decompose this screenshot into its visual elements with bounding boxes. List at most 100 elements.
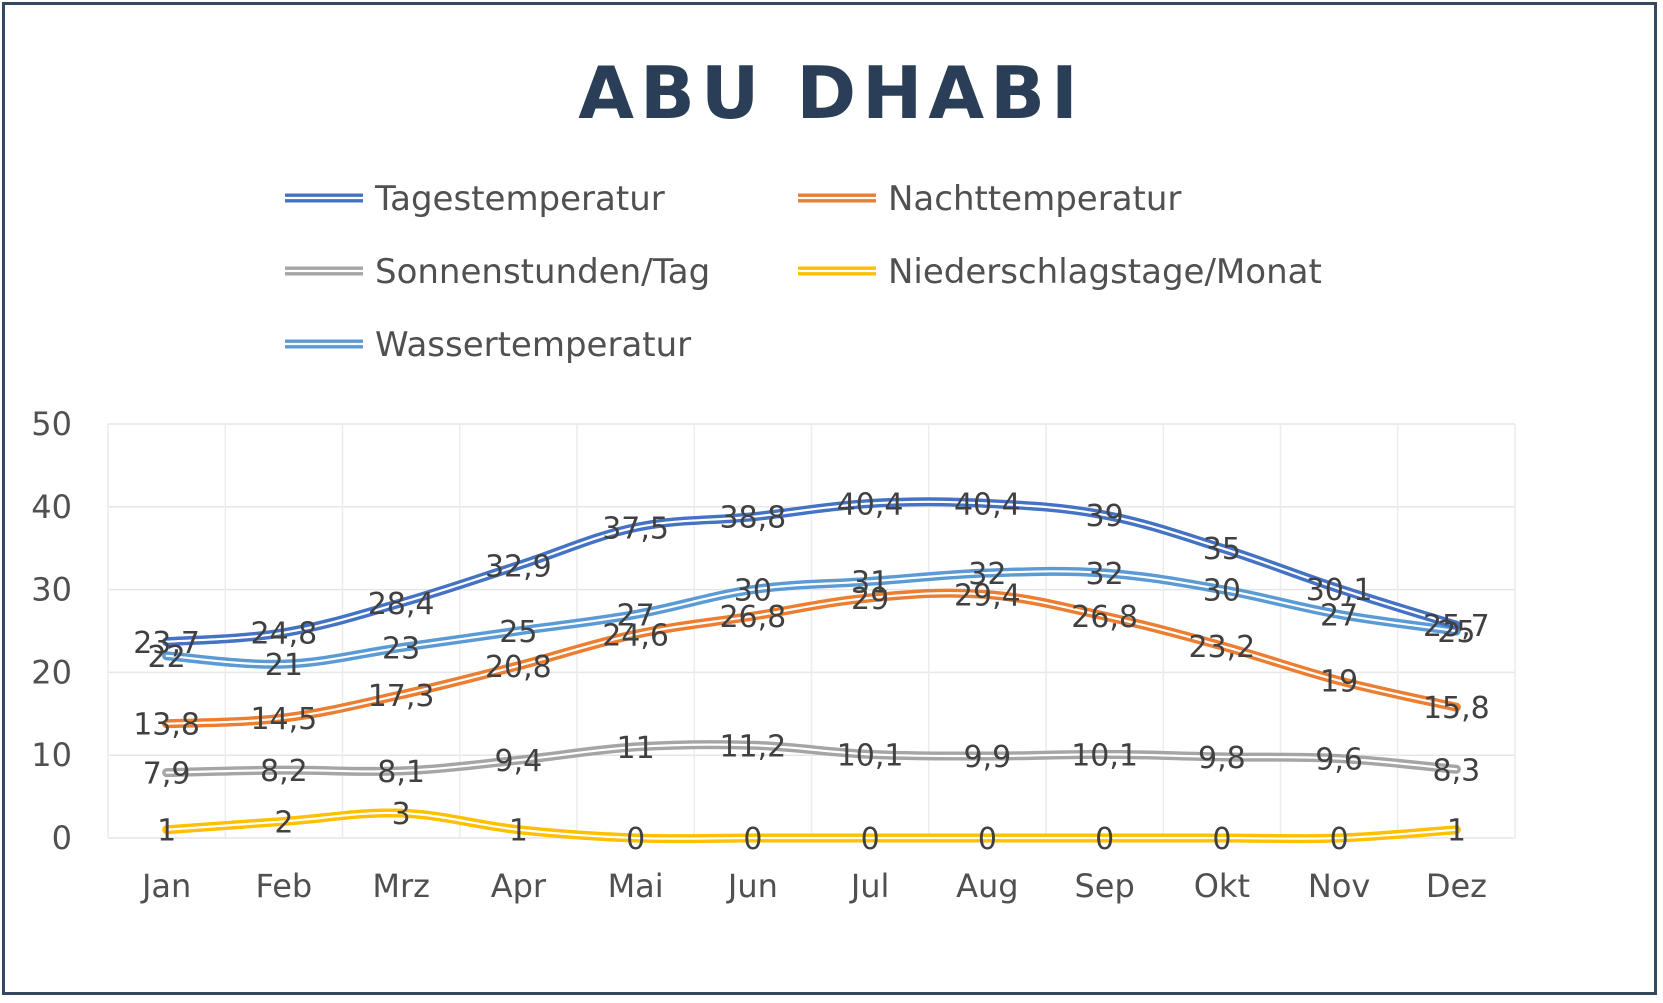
x-axis: Jan Feb Mrz Apr Mai Jun Jul Aug Sep Okt Nov Dez (140, 867, 1487, 905)
series-line-core-niederschlagstage-monat (165, 811, 1458, 840)
x-tick-label-jan: Jan (140, 867, 191, 905)
data-label-nachttemperatur: 29 (851, 582, 889, 617)
x-tick-label-apr: Apr (491, 867, 547, 905)
data-label-sonnenstunden-tag: 10,1 (1071, 738, 1138, 773)
data-label-tagestemperatur: 32,9 (485, 550, 552, 585)
data-label-niederschlagstage-monat: 0 (626, 822, 645, 857)
x-tick-label-mai: Mai (608, 867, 664, 905)
data-label-wassertemperatur: 32 (1086, 557, 1124, 592)
data-label-wassertemperatur: 27 (617, 598, 655, 633)
data-label-wassertemperatur: 21 (265, 648, 303, 683)
data-label-sonnenstunden-tag: 8,1 (377, 755, 425, 790)
series-niederschlagstage-monat (162, 808, 1461, 844)
data-label-tagestemperatur: 25,7 (1423, 609, 1490, 644)
y-tick-label: 10 (31, 736, 72, 774)
data-label-tagestemperatur: 39 (1086, 499, 1124, 534)
data-label-nachttemperatur: 13,8 (133, 708, 200, 743)
data-label-niederschlagstage-monat: 0 (743, 822, 762, 857)
y-axis: 0 10 20 30 40 50 (31, 405, 72, 857)
data-label-nachttemperatur: 24,6 (602, 618, 669, 653)
data-label-tagestemperatur: 35 (1203, 532, 1241, 567)
data-label-nachttemperatur: 26,8 (1071, 600, 1138, 635)
legend-item-sonnenstunden-tag: Sonnenstunden/Tag (285, 252, 710, 292)
data-label-sonnenstunden-tag: 9,4 (495, 744, 543, 779)
series-tagestemperatur (162, 497, 1461, 647)
data-label-sonnenstunden-tag: 9,6 (1315, 743, 1363, 778)
data-label-tagestemperatur: 23,7 (133, 626, 200, 661)
series-sonnenstunden-tag (162, 739, 1461, 778)
data-label-tagestemperatur: 24,8 (250, 617, 317, 652)
data-label-tagestemperatur: 40,4 (954, 487, 1021, 522)
x-tick-label-feb: Feb (256, 867, 313, 905)
data-label-nachttemperatur: 23,2 (1188, 630, 1255, 665)
series-nachttemperatur (162, 588, 1461, 729)
series-line-core-tagestemperatur (165, 500, 1458, 643)
data-label-niederschlagstage-monat: 0 (978, 822, 997, 857)
data-label-tagestemperatur: 38,8 (719, 501, 786, 536)
data-label-nachttemperatur: 29,4 (954, 579, 1021, 614)
x-tick-label-sep: Sep (1074, 867, 1134, 905)
legend-label: Niederschlagstage/Monat (888, 252, 1322, 292)
data-label-niederschlagstage-monat: 0 (1212, 822, 1231, 857)
legend-label: Tagestemperatur (374, 179, 665, 219)
series-lines (162, 497, 1461, 844)
data-label-wassertemperatur: 30 (734, 574, 772, 609)
data-label-wassertemperatur: 30 (1203, 574, 1241, 609)
data-label-wassertemperatur: 23 (382, 632, 420, 667)
y-tick-label: 40 (31, 488, 72, 526)
data-label-niederschlagstage-monat: 1 (157, 814, 176, 849)
data-label-sonnenstunden-tag: 10,1 (837, 738, 904, 773)
y-tick-label: 50 (31, 405, 72, 443)
data-label-sonnenstunden-tag: 7,9 (143, 757, 191, 792)
legend-label: Wassertemperatur (375, 325, 691, 365)
x-tick-label-mrz: Mrz (372, 867, 430, 905)
data-label-nachttemperatur: 26,8 (719, 600, 786, 635)
data-label-wassertemperatur: 25 (1437, 615, 1475, 650)
data-label-nachttemperatur: 14,5 (250, 702, 317, 737)
x-tick-label-nov: Nov (1308, 867, 1370, 905)
data-label-tagestemperatur: 40,4 (837, 487, 904, 522)
series-line-core-sonnenstunden-tag (165, 743, 1458, 774)
data-label-nachttemperatur: 19 (1320, 665, 1358, 700)
data-label-wassertemperatur: 31 (851, 565, 889, 600)
data-label-niederschlagstage-monat: 3 (392, 797, 411, 832)
data-label-nachttemperatur: 20,8 (485, 650, 552, 685)
x-tick-label-aug: Aug (956, 867, 1018, 905)
series-wassertemperatur (162, 566, 1461, 669)
data-label-sonnenstunden-tag: 11,2 (719, 729, 786, 764)
x-tick-label-jul: Jul (849, 867, 890, 905)
data-label-nachttemperatur: 17,3 (368, 679, 435, 714)
data-label-niederschlagstage-monat: 1 (509, 814, 528, 849)
data-label-sonnenstunden-tag: 8,2 (260, 754, 308, 789)
data-label-wassertemperatur: 22 (148, 640, 186, 675)
data-labels: 23,7 24,8 28,4 32,9 37,5 38,8 40,4 40,4 39 35 30,1… (133, 487, 1490, 857)
data-label-niederschlagstage-monat: 0 (861, 822, 880, 857)
data-label-niederschlagstage-monat: 0 (1330, 822, 1349, 857)
data-label-niederschlagstage-monat: 2 (274, 805, 293, 840)
x-tick-label-jun: Jun (726, 867, 778, 905)
legend-item-wassertemperatur: Wassertemperatur (285, 325, 691, 365)
data-label-tagestemperatur: 30,1 (1306, 573, 1373, 608)
series-line-core-wassertemperatur (165, 570, 1458, 666)
legend-item-tagestemperatur: Tagestemperatur (285, 179, 665, 219)
data-label-wassertemperatur: 25 (499, 615, 537, 650)
data-label-niederschlagstage-monat: 0 (1095, 822, 1114, 857)
data-label-wassertemperatur: 27 (1320, 598, 1358, 633)
data-label-nachttemperatur: 15,8 (1423, 691, 1490, 726)
series-line-core-nachttemperatur (165, 592, 1458, 725)
legend-item-niederschlagstage-monat: Niederschlagstage/Monat (798, 252, 1322, 292)
data-label-niederschlagstage-monat: 1 (1447, 814, 1466, 849)
legend: Tagestemperatur Nachttemperatur Sonnenstun… (285, 179, 1322, 365)
x-tick-label-okt: Okt (1194, 867, 1250, 905)
data-label-sonnenstunden-tag: 9,8 (1198, 741, 1246, 776)
data-label-sonnenstunden-tag: 9,9 (964, 740, 1012, 775)
grid (107, 423, 1516, 839)
legend-item-nachttemperatur: Nachttemperatur (798, 179, 1181, 219)
legend-label: Nachttemperatur (888, 179, 1181, 219)
y-tick-label: 0 (52, 819, 72, 857)
y-tick-label: 30 (31, 571, 72, 609)
x-tick-label-dez: Dez (1426, 867, 1487, 905)
data-label-wassertemperatur: 32 (968, 557, 1006, 592)
